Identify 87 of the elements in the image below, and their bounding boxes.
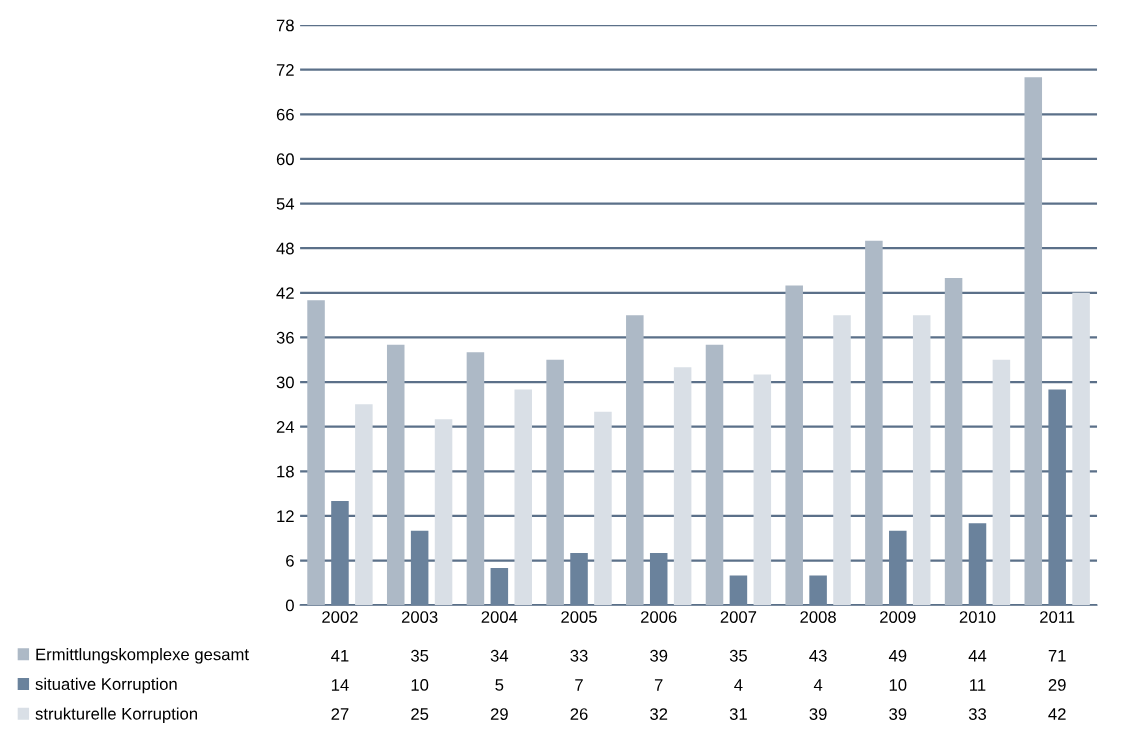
data-label: 35 bbox=[729, 649, 747, 662]
bar bbox=[466, 352, 485, 606]
data-label: 11 bbox=[970, 679, 986, 691]
bar bbox=[729, 575, 748, 606]
y-tick-label: 54 bbox=[276, 198, 295, 210]
bar bbox=[570, 553, 588, 606]
data-label: 10 bbox=[889, 679, 907, 691]
data-label: 42 bbox=[1048, 708, 1066, 720]
data-label: 33 bbox=[570, 649, 588, 662]
data-label: 33 bbox=[968, 708, 987, 720]
x-tick-label: 2004 bbox=[481, 611, 518, 623]
data-label: 44 bbox=[968, 650, 987, 662]
y-tick-label: 42 bbox=[276, 287, 294, 299]
legend-label: strukturelle Korruption bbox=[35, 707, 197, 723]
y-tick-label: 6 bbox=[286, 554, 294, 567]
bar bbox=[865, 240, 883, 606]
y-tick-label: 60 bbox=[276, 153, 294, 166]
x-tick-label: 2011 bbox=[1040, 611, 1075, 623]
bar bbox=[912, 315, 931, 606]
data-label: 34 bbox=[490, 649, 509, 662]
legend-label: situative Korruption bbox=[35, 677, 177, 694]
bar bbox=[889, 530, 907, 606]
bar bbox=[968, 523, 987, 606]
data-label: 39 bbox=[889, 708, 907, 720]
data-label: 5 bbox=[495, 679, 504, 691]
data-label: 39 bbox=[650, 649, 668, 662]
bar bbox=[753, 374, 772, 606]
bar bbox=[833, 315, 851, 606]
y-tick-label: 12 bbox=[277, 510, 294, 522]
data-label: 4 bbox=[734, 679, 743, 691]
legend-label: Ermittlungskomplexe gesamt bbox=[36, 648, 249, 664]
data-label: 29 bbox=[1048, 679, 1066, 691]
x-tick-label: 2009 bbox=[880, 611, 916, 623]
bar bbox=[307, 300, 325, 606]
y-tick-label: 66 bbox=[276, 108, 294, 121]
y-tick-label: 78 bbox=[276, 19, 294, 32]
bar bbox=[944, 277, 963, 606]
y-tick-label: 24 bbox=[276, 421, 295, 433]
y-tick-label: 18 bbox=[277, 465, 294, 478]
bar bbox=[705, 344, 724, 606]
x-tick-label: 2002 bbox=[322, 611, 358, 623]
bar bbox=[809, 575, 827, 606]
x-tick-label: 2006 bbox=[641, 611, 677, 623]
y-tick-label: 48 bbox=[276, 242, 294, 255]
bar bbox=[355, 404, 373, 606]
data-label: 14 bbox=[331, 679, 349, 691]
data-label: 71 bbox=[1048, 650, 1066, 662]
x-tick-label: 2008 bbox=[800, 611, 836, 623]
data-label: 4 bbox=[813, 679, 823, 691]
bar bbox=[490, 567, 509, 606]
bar bbox=[1024, 77, 1043, 606]
bar bbox=[785, 285, 803, 606]
data-label: 41 bbox=[331, 650, 349, 662]
y-tick-label: 30 bbox=[276, 376, 294, 389]
bar bbox=[1048, 389, 1066, 606]
bar bbox=[386, 344, 405, 606]
x-tick-label: 2010 bbox=[959, 611, 996, 623]
x-tick-label: 2007 bbox=[720, 611, 757, 623]
data-label: 39 bbox=[809, 708, 827, 720]
data-label: 49 bbox=[888, 649, 907, 662]
bar bbox=[331, 501, 349, 606]
bar bbox=[673, 367, 692, 606]
bar bbox=[434, 419, 453, 606]
data-label: 31 bbox=[729, 708, 747, 720]
bar bbox=[594, 411, 612, 606]
data-label: 7 bbox=[575, 679, 583, 691]
bar bbox=[514, 389, 533, 606]
bar bbox=[1072, 292, 1090, 606]
data-label: 43 bbox=[809, 649, 827, 662]
x-tick-label: 2003 bbox=[401, 611, 438, 623]
x-tick-label: 2005 bbox=[561, 611, 597, 623]
data-label: 27 bbox=[331, 708, 349, 720]
y-tick-label: 36 bbox=[276, 331, 294, 344]
data-label: 10 bbox=[411, 679, 429, 691]
data-label: 35 bbox=[411, 649, 429, 662]
bar bbox=[410, 530, 429, 606]
y-tick-label: 0 bbox=[285, 599, 294, 612]
bar bbox=[649, 553, 668, 606]
data-label: 29 bbox=[490, 708, 508, 720]
bar bbox=[626, 315, 644, 606]
data-label: 25 bbox=[411, 708, 429, 720]
bar bbox=[546, 359, 564, 606]
data-label: 32 bbox=[650, 708, 668, 720]
y-tick-label: 72 bbox=[276, 64, 294, 76]
data-label: 26 bbox=[570, 708, 588, 720]
data-label: 7 bbox=[654, 679, 663, 691]
bar bbox=[992, 359, 1011, 606]
